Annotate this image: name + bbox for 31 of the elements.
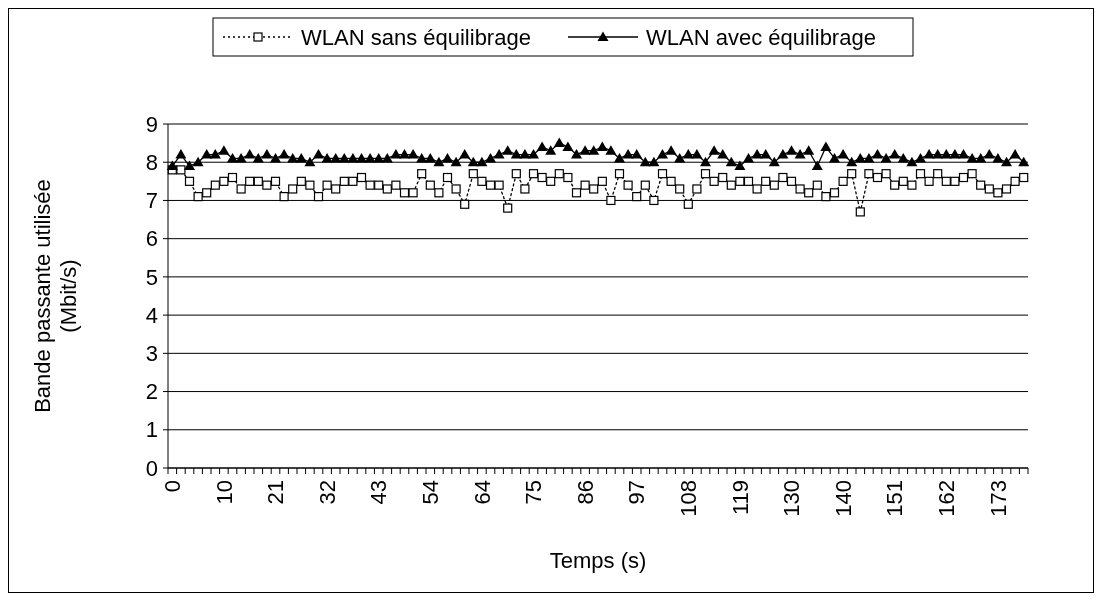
y-tick-label: 5: [145, 264, 158, 290]
legend-label: WLAN sans équilibrage: [301, 24, 531, 50]
y-tick-label: 7: [145, 188, 158, 214]
x-tick-label: 130: [779, 480, 805, 517]
y-tick-label: 4: [145, 302, 158, 328]
legend-label: WLAN avec équilibrage: [646, 24, 876, 50]
x-tick-label: 10: [211, 480, 237, 505]
x-tick-label: 54: [418, 480, 443, 505]
y-axis-title: Bande passante utilisée (Mbit/s): [29, 179, 82, 413]
y-tick-label: 1: [145, 417, 158, 443]
x-axis-title: Temps (s): [549, 548, 647, 573]
x-tick-label: 162: [934, 480, 959, 517]
x-tick-label: 151: [882, 480, 908, 517]
x-tick-label: 43: [366, 480, 392, 505]
x-tick-label: 21: [263, 480, 289, 505]
x-tick-label: 86: [572, 480, 598, 505]
x-tick-label: 173: [985, 480, 1011, 517]
y-tick-label: 2: [145, 379, 158, 405]
y-tick-label: 6: [145, 226, 158, 252]
x-tick-label: 0: [160, 480, 185, 493]
y-tick-label: 0: [145, 455, 158, 481]
y-tick-label: 3: [145, 341, 158, 367]
x-tick-label: 108: [676, 480, 701, 517]
x-tick-label: 64: [469, 480, 495, 505]
x-tick-label: 119: [727, 480, 753, 516]
x-tick-label: 32: [314, 480, 340, 505]
x-tick-label: 97: [624, 480, 650, 505]
y-tick-label: 8: [145, 149, 158, 175]
x-tick-label: 140: [830, 480, 856, 517]
y-tick-label: 9: [145, 111, 158, 137]
x-tick-label: 75: [521, 480, 547, 505]
